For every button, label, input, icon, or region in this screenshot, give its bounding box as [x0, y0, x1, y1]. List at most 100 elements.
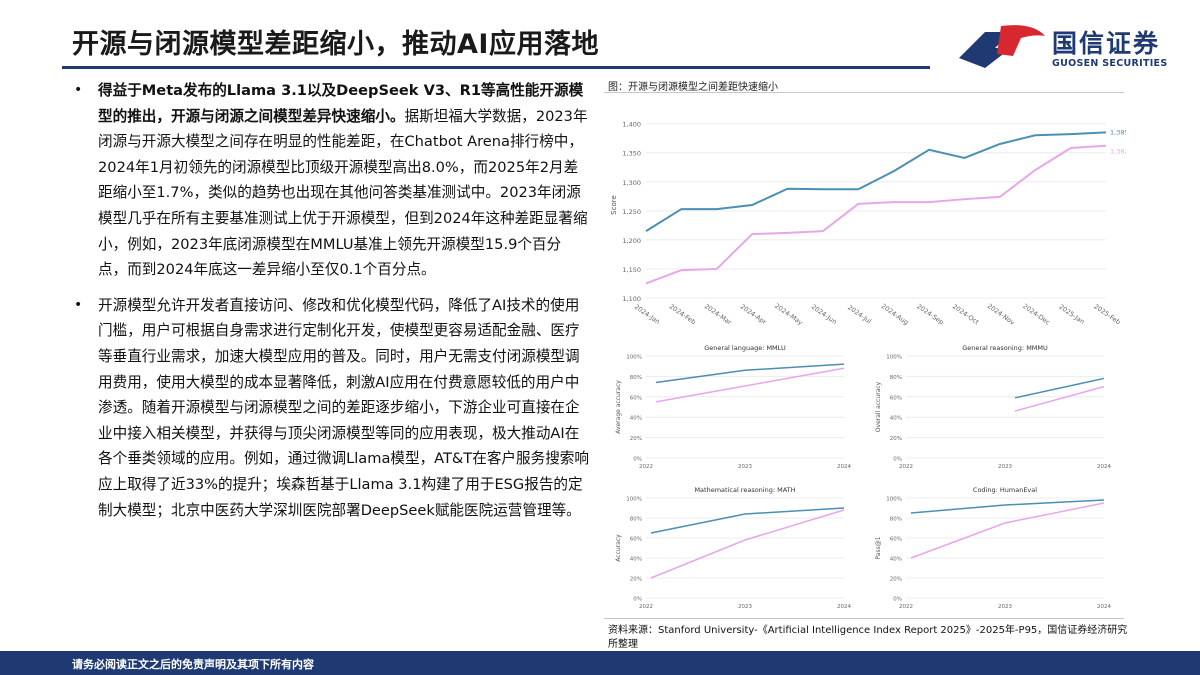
x-tick-label: 2024-Mar: [703, 302, 733, 327]
series-line-open: [655, 367, 845, 403]
footer-bar: [0, 651, 1200, 675]
x-tick-label: 2024-Jan: [633, 303, 662, 326]
y-tick-label: 40%: [890, 416, 902, 422]
mmmu-chart: General reasoning: MMMU 0% 20% 40% 60% 80% 100…: [875, 344, 1111, 470]
chart-title: Mathematical reasoning: MATH: [694, 486, 795, 494]
chart-title: Coding: HumanEval: [973, 486, 1037, 494]
figure-top-rule: [604, 92, 1124, 93]
series-line-open: [1014, 385, 1105, 412]
y-tick-label: 0%: [893, 597, 902, 603]
humaneval-chart: Coding: HumanEval 0% 20% 40% 60% 80% 100% Pass@…: [875, 486, 1111, 610]
x-tick-label: 2023: [998, 464, 1012, 470]
y-tick-label: 60%: [630, 395, 642, 401]
x-tick-label: 2024: [837, 464, 851, 470]
y-tick-label: 100%: [626, 355, 642, 361]
y-tick-label: 20%: [630, 436, 642, 442]
x-tick-label: 2024-Jul: [846, 303, 873, 325]
bullet-1: • 得益于Meta发布的Llama 3.1以及DeepSeek V3、R1等高性…: [72, 78, 590, 283]
y-tick-label: 1,250: [622, 208, 641, 216]
figure-source: 资料来源：Stanford University-《Artificial Int…: [608, 625, 1128, 650]
y-axis-label: Accuracy: [615, 534, 622, 562]
bullet-2-text: 开源模型允许开发者直接访问、修改和优化模型代码，降低了AI技术的使用门槛，用户可…: [98, 296, 589, 519]
y-tick-label: 0%: [633, 597, 642, 603]
y-tick-label: 0%: [893, 457, 902, 463]
y-tick-label: 1,200: [622, 237, 641, 245]
y-tick-label: 1,350: [622, 150, 641, 158]
y-tick-label: 40%: [890, 557, 902, 563]
x-tick-label: 2024-Feb: [668, 302, 697, 326]
y-axis-label: Pass@1: [875, 536, 882, 559]
x-tick-label: 2024-Oct: [951, 302, 981, 326]
x-tick-label: 2024-Sep: [915, 302, 945, 326]
footer-disclaimer: 请务必阅读正文之后的免责声明及其项下所有内容: [72, 658, 314, 671]
x-tick-label: 2024: [1097, 604, 1111, 610]
y-tick-label: 100%: [886, 497, 902, 503]
y-tick-label: 40%: [630, 416, 642, 422]
logo-chinese: 国信证券: [1052, 29, 1161, 58]
series-line-open: [645, 144, 1107, 285]
series-line-closed: [655, 363, 845, 384]
y-tick-label: 80%: [890, 517, 902, 523]
bullet-1-bold: 得益于Meta发布的Llama 3.1以及DeepSeek V3、R1等高性能开…: [98, 82, 584, 125]
y-tick-label: 60%: [890, 537, 902, 543]
y-tick-label: 80%: [890, 375, 902, 381]
x-tick-label: 2024: [1097, 464, 1111, 470]
y-axis-label: Overall accuracy: [875, 381, 882, 432]
y-axis-label: Score: [610, 195, 618, 215]
figure-title: 图：开源与闭源模型之间差距快速缩小: [608, 82, 778, 93]
x-tick-label: 2023: [738, 464, 752, 470]
x-tick-label: 2025-Feb: [1092, 302, 1121, 326]
series-line-open: [650, 509, 845, 579]
x-tick-label: 2025-Jan: [1057, 303, 1086, 326]
mmlu-chart: General language: MMLU 0% 20% 40% 60% 80% 100%…: [615, 344, 851, 470]
x-tick-label: 2023: [998, 604, 1012, 610]
series-line-closed: [645, 131, 1107, 233]
y-tick-label: 60%: [630, 537, 642, 543]
series-label-open: 1,362, open: [1110, 148, 1126, 156]
series-line-closed: [650, 507, 845, 534]
bullet-dot-icon: •: [74, 296, 83, 313]
x-tick-label: 2024-Jun: [810, 303, 839, 326]
body-text: • 得益于Meta发布的Llama 3.1以及DeepSeek V3、R1等高性…: [72, 78, 590, 533]
y-tick-label: 20%: [890, 577, 902, 583]
page-title: 开源与闭源模型差距缩小，推动AI应用落地: [72, 29, 599, 60]
chart-title: General language: MMLU: [704, 344, 786, 352]
y-tick-label: 20%: [890, 436, 902, 442]
x-tick-label: 2024-Apr: [739, 302, 768, 326]
series-line-closed: [1014, 377, 1105, 399]
y-tick-label: 1,300: [622, 179, 641, 187]
x-tick-label: 2024-Nov: [986, 302, 1017, 327]
y-tick-label: 60%: [890, 395, 902, 401]
x-tick-label: 2024-May: [773, 302, 804, 327]
y-tick-label: 100%: [886, 355, 902, 361]
y-tick-label: 80%: [630, 517, 642, 523]
y-tick-label: 80%: [630, 375, 642, 381]
y-tick-label: 1,400: [622, 121, 641, 129]
math-chart: Mathematical reasoning: MATH 0% 20% 40% 60% 8…: [615, 486, 851, 610]
x-tick-label: 2022: [899, 464, 913, 470]
title-divider: [62, 66, 930, 69]
bullet-1-text: 据斯坦福大学数据，2023年闭源与开源大模型之间存在明显的性能差距，在Chatb…: [98, 107, 588, 279]
x-tick-label: 2024: [837, 604, 851, 610]
series-label-closed: 1,385, closed: [1110, 128, 1126, 136]
bullet-2: • 开源模型允许开发者直接访问、修改和优化模型代码，降低了AI技术的使用门槛，用…: [72, 293, 590, 523]
x-tick-label: 2024-Aug: [880, 302, 910, 327]
y-tick-label: 0%: [633, 457, 642, 463]
y-tick-label: 40%: [630, 557, 642, 563]
x-tick-label: 2023: [738, 604, 752, 610]
logo-english: GUOSEN SECURITIES: [1052, 58, 1168, 69]
main-chart: 1,100 1,150 1,200 1,250 1,300 1,350 1,400 Score…: [610, 121, 1126, 327]
bullet-dot-icon: •: [74, 82, 83, 98]
figure-bottom-rule: [604, 618, 1124, 619]
guosen-logo-icon: [959, 25, 1045, 68]
chart-title: General reasoning: MMMU: [962, 344, 1048, 352]
series-line-closed: [910, 499, 1105, 514]
y-tick-label: 100%: [626, 497, 642, 503]
x-tick-label: 2022: [639, 464, 653, 470]
x-tick-label: 2022: [899, 604, 913, 610]
y-tick-label: 1,150: [622, 266, 641, 274]
x-tick-label: 2024-Dec: [1021, 302, 1052, 327]
y-tick-label: 1,100: [622, 295, 641, 303]
series-line-open: [910, 502, 1105, 559]
y-axis-label: Average accuracy: [615, 380, 622, 434]
